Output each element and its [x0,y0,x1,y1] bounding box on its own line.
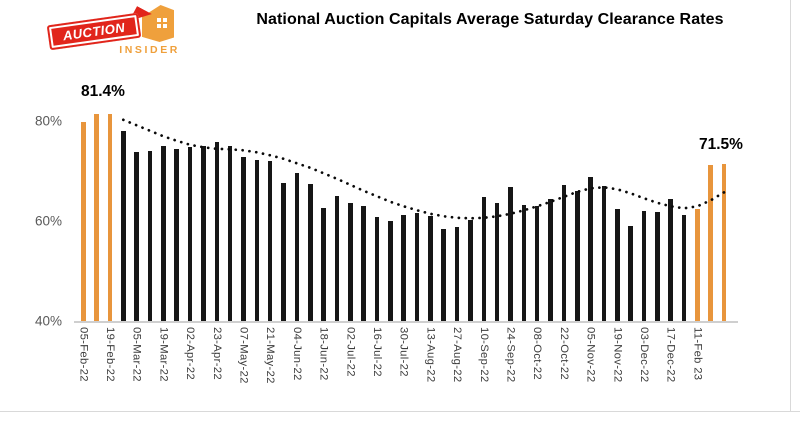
chart-frame-right-edge [790,0,791,412]
x-tick-label: 19-Mar-22 [157,327,170,382]
x-tick-label: 11-Feb 23 [691,327,704,381]
bar [601,186,607,322]
chart-frame-bottom-edge [0,411,800,412]
bar [161,145,166,322]
x-tick-label: 05-Mar-22 [130,327,143,382]
bar [401,215,406,322]
x-tick-label: 02-Jul-22 [344,327,357,377]
bar [294,173,300,322]
x-tick-label: 02-Apr-22 [184,327,197,380]
bar [214,141,220,322]
start-annotation: 81.4% [81,83,125,100]
x-tick-label: 07-May-22 [237,327,250,384]
bar [494,203,500,322]
y-tick-label: 40% [34,313,62,329]
highlight-bar [695,209,700,322]
bar [374,217,380,322]
window-icon [157,18,161,22]
x-tick-label: 17-Dec-22 [664,327,677,383]
bar [334,196,340,322]
highlight-bar [708,165,714,322]
bar [548,198,553,322]
bar [641,210,647,322]
bar [588,176,593,322]
window-icon [163,24,167,28]
x-tick-label: 19-Feb-22 [104,327,116,382]
highlight-bar [81,121,86,322]
bar [428,216,433,322]
bar [187,146,193,322]
bar [201,145,206,322]
bar [241,156,246,322]
highlight-bar [721,163,727,322]
bar [174,148,180,322]
bar [615,208,620,322]
y-tick-label: 60% [34,213,62,229]
x-tick-label: 16-Jul-22 [371,327,383,377]
x-tick-label: 18-Jun-22 [317,327,330,381]
bar [521,204,527,322]
bar [267,161,273,322]
bar [361,206,366,322]
x-tick-label: 08-Oct-22 [531,327,544,380]
x-tick-label: 19-Nov-22 [611,327,624,383]
bar [321,208,326,322]
x-tick-label: 04-Jun-22 [290,327,303,381]
bar [681,215,687,322]
x-tick-label: 23-Apr-22 [210,327,223,380]
bar [388,221,393,322]
x-tick-label: 13-Aug-22 [424,327,437,383]
x-tick-label: 30-Jul-22 [397,327,410,377]
window-icon [163,18,167,22]
chart-title: National Auction Capitals Average Saturd… [256,11,724,28]
bar [121,131,126,322]
x-tick-label: 05-Feb-22 [77,327,90,382]
bar [227,145,233,322]
x-tick-label: 22-Oct-22 [557,327,570,380]
bar [468,219,473,322]
highlight-bar [107,114,113,322]
x-tick-label: 10-Sep-22 [477,327,490,383]
bar [561,184,567,322]
highlight-bar [94,114,99,322]
bar [534,206,540,322]
bar [281,183,286,322]
x-tick-label: 24-Sep-22 [504,327,517,383]
bar [414,212,420,322]
x-tick-label: 05-Nov-22 [584,327,597,383]
auction-insider-logo: AUCTION INSIDER [46,5,182,59]
bar [254,159,260,322]
window-icon [157,24,161,28]
bar [134,152,139,322]
x-tick-label: 21-May-22 [264,327,277,384]
bar [628,226,633,322]
bar [454,226,460,322]
bar [348,203,353,322]
bar [508,186,513,322]
bar [481,197,487,322]
bar [574,190,580,322]
x-axis-line [74,321,738,323]
bar [147,150,153,322]
x-tick-label: 03-Dec-22 [638,327,650,383]
x-tick-label: 27-Aug-22 [451,327,464,383]
y-tick-label: 80% [34,113,62,129]
bar [441,228,447,322]
logo-brand-bottom: INSIDER [119,44,180,56]
bar [668,198,673,322]
bar [655,212,660,322]
bar [307,183,313,322]
